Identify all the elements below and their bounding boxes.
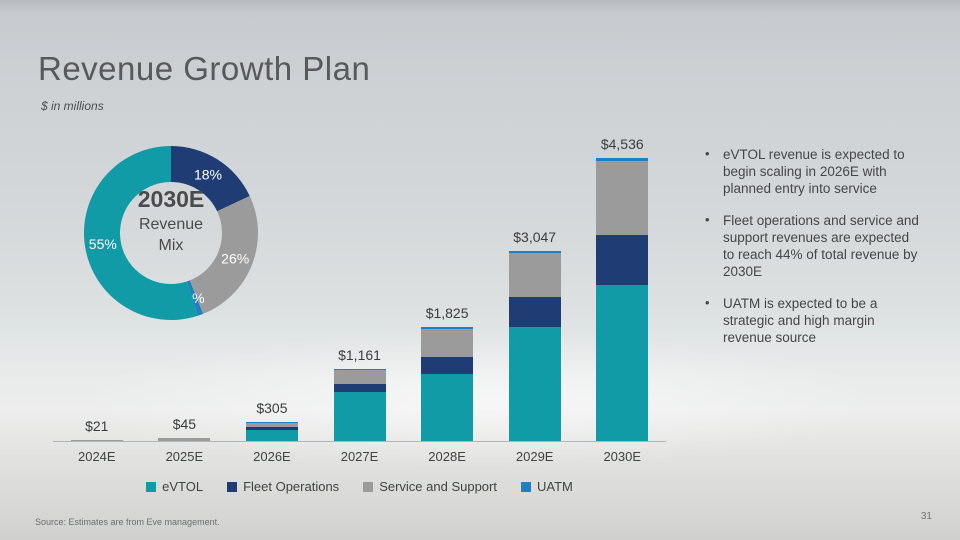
page-number: 31 bbox=[920, 511, 932, 522]
bar-segment-service_and_support bbox=[158, 438, 211, 441]
x-axis-label: 2024E bbox=[77, 449, 116, 464]
bar-segment-evtol bbox=[333, 391, 386, 441]
bar-segment-fleet_operations bbox=[508, 296, 561, 328]
donut-chart: 18% 26% 1% 55% 2030E Revenue Mix bbox=[83, 145, 259, 321]
bar-segment-evtol bbox=[421, 373, 474, 441]
source-note: Source: Estimates are from Eve managemen… bbox=[35, 517, 220, 527]
bar-segment-uatm bbox=[245, 422, 298, 423]
bar-stack bbox=[158, 438, 211, 441]
donut-center-label: 2030E Revenue Mix bbox=[120, 186, 222, 257]
bar-segment-evtol bbox=[596, 285, 649, 441]
bar-segment-service_and_support bbox=[596, 160, 649, 235]
legend-item-fleet_operations: Fleet Operations bbox=[227, 479, 339, 494]
bar-segment-evtol bbox=[245, 429, 298, 441]
donut-percent-label: 18% bbox=[194, 167, 222, 183]
bar-segment-service_and_support bbox=[421, 329, 474, 357]
bar-total-label: $1,825 bbox=[425, 305, 469, 322]
x-axis-label: 2025E bbox=[165, 449, 204, 464]
legend-item-service_and_support: Service and Support bbox=[363, 479, 497, 494]
bar-stack bbox=[333, 368, 386, 441]
bullet-item: Fleet operations and service and support… bbox=[702, 212, 924, 280]
legend-label: UATM bbox=[536, 479, 573, 494]
legend-item-evtol: eVTOL bbox=[146, 479, 203, 494]
legend-label: Service and Support bbox=[379, 479, 497, 494]
donut-segment-service_and_support bbox=[189, 195, 258, 314]
bar-total-label: $4,536 bbox=[600, 136, 644, 153]
x-axis-label: 2028E bbox=[428, 449, 466, 464]
bar-stack bbox=[508, 250, 561, 441]
bar-total-label: $1,161 bbox=[338, 346, 381, 363]
x-axis-label: 2030E bbox=[603, 449, 642, 464]
bar-stack bbox=[596, 158, 649, 441]
units-note: $ in millions bbox=[41, 99, 104, 113]
bar-segment-fleet_operations bbox=[421, 356, 474, 374]
bar-column-2029E: $3,047 bbox=[491, 130, 579, 441]
bar-segment-uatm bbox=[333, 368, 386, 371]
bar-segment-evtol bbox=[508, 327, 561, 441]
legend-swatch-icon bbox=[146, 481, 157, 492]
x-axis-line bbox=[53, 441, 666, 442]
legend-swatch-icon bbox=[363, 481, 374, 492]
legend-item-uatm: UATM bbox=[520, 479, 573, 494]
bar-stack bbox=[421, 327, 474, 441]
bar-segment-uatm bbox=[508, 250, 561, 254]
donut-center-year: 2030E bbox=[137, 186, 205, 212]
bar-total-label: $305 bbox=[256, 400, 288, 417]
donut-segment-fleet_operations bbox=[171, 146, 250, 212]
bar-total-label: $21 bbox=[85, 417, 109, 434]
bullet-item: eVTOL revenue is expected to begin scali… bbox=[702, 146, 924, 197]
bar-segment-uatm bbox=[596, 158, 649, 161]
bar-stack bbox=[70, 439, 123, 441]
bar-stack bbox=[245, 422, 298, 441]
legend-label: eVTOL bbox=[162, 479, 204, 494]
bar-segment-service_and_support bbox=[333, 370, 386, 384]
legend-swatch-icon bbox=[227, 481, 238, 492]
bar-total-label: $45 bbox=[172, 416, 197, 433]
bar-chart: $21 $45 $305 $1,161 $1,825 $3,047 $4,536 bbox=[53, 130, 666, 441]
bar-segment-fleet_operations bbox=[596, 234, 649, 286]
donut-percent-label: 26% bbox=[221, 250, 249, 266]
donut-segment-evtol bbox=[83, 146, 198, 320]
donut-chart-svg: 18%26%1%55% bbox=[83, 146, 258, 320]
bullet-item: UATM is expected to be a strategic and h… bbox=[702, 295, 924, 346]
bar-column-2030E: $4,536 bbox=[578, 130, 666, 441]
bar-segment-uatm bbox=[421, 327, 474, 330]
bar-segment-fleet_operations bbox=[245, 426, 298, 430]
bar-segment-service_and_support bbox=[70, 439, 123, 441]
bar-segment-service_and_support bbox=[508, 253, 561, 297]
bar-column-2027E: $1,161 bbox=[316, 130, 404, 441]
donut-center-line3: Mix bbox=[158, 237, 184, 255]
bullet-list: eVTOL revenue is expected to begin scali… bbox=[702, 146, 924, 361]
page-title: Revenue Growth Plan bbox=[38, 50, 371, 87]
bar-segment-fleet_operations bbox=[333, 383, 386, 392]
bar-segment-service_and_support bbox=[245, 422, 298, 427]
bar-total-label: $3,047 bbox=[513, 228, 557, 245]
x-axis-label: 2029E bbox=[515, 449, 554, 464]
donut-percent-label: 55% bbox=[89, 236, 117, 252]
bar-column-2024E: $21 bbox=[53, 130, 141, 441]
bar-column-2025E: $45 bbox=[141, 130, 229, 441]
x-axis-label: 2027E bbox=[340, 449, 379, 464]
bar-column-2028E: $1,825 bbox=[403, 130, 491, 441]
chart-legend: eVTOL Fleet Operations Service and Support… bbox=[53, 479, 666, 494]
legend-label: Fleet Operations bbox=[243, 479, 340, 494]
bar-column-2026E: $305 bbox=[228, 130, 316, 441]
x-axis-labels: 2024E 2025E 2026E 2027E 2028E 2029E 2030E bbox=[53, 449, 666, 464]
donut-segment-uatm bbox=[186, 280, 204, 316]
donut-center-line2: Revenue bbox=[138, 216, 204, 234]
x-axis-label: 2026E bbox=[253, 449, 291, 464]
legend-swatch-icon bbox=[520, 481, 531, 492]
